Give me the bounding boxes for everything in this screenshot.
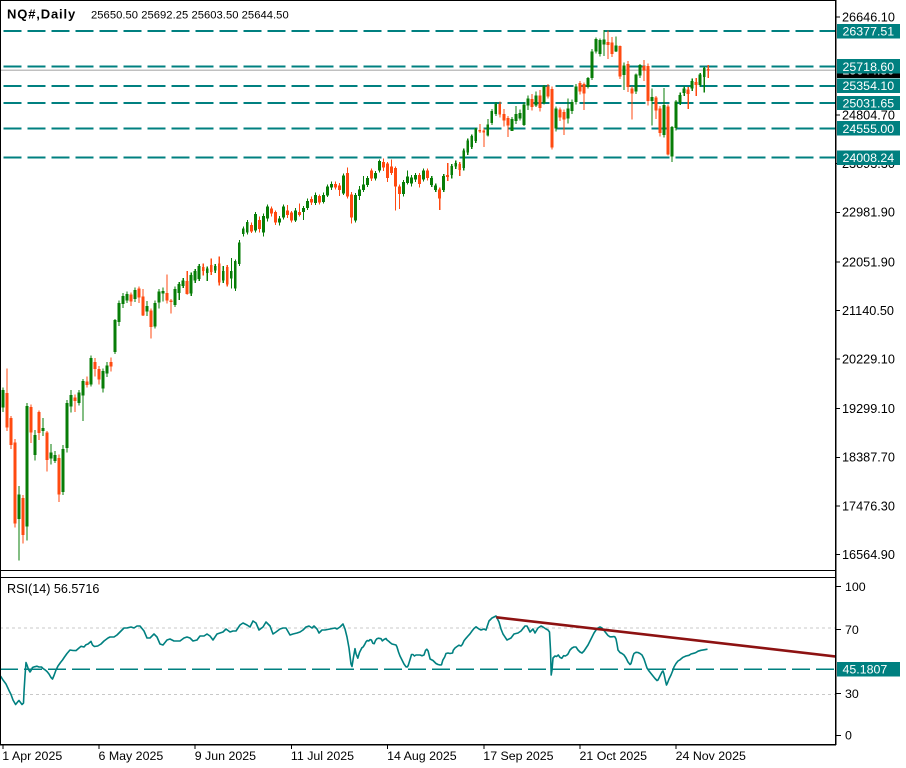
svg-text:20229.10: 20229.10	[842, 353, 895, 367]
svg-text:1 Apr 2025: 1 Apr 2025	[2, 749, 62, 763]
svg-text:19299.10: 19299.10	[842, 402, 895, 416]
svg-text:24 Nov 2025: 24 Nov 2025	[676, 749, 746, 763]
svg-text:45.1807: 45.1807	[843, 663, 888, 677]
svg-text:24804.70: 24804.70	[842, 109, 895, 123]
svg-text:6 May 2025: 6 May 2025	[99, 749, 164, 763]
svg-text:24555.00: 24555.00	[843, 122, 895, 136]
svg-text:17 Sep 2025: 17 Sep 2025	[483, 749, 553, 763]
svg-text:100: 100	[845, 580, 866, 594]
svg-text:11 Jul 2025: 11 Jul 2025	[291, 749, 354, 763]
svg-text:14 Aug 2025: 14 Aug 2025	[387, 749, 457, 763]
svg-text:25718.60: 25718.60	[843, 60, 895, 74]
svg-text:21140.50: 21140.50	[842, 304, 894, 318]
svg-text:25031.65: 25031.65	[843, 96, 895, 110]
svg-text:17476.30: 17476.30	[842, 499, 895, 513]
svg-text:25354.10: 25354.10	[843, 79, 895, 93]
svg-text:26646.10: 26646.10	[842, 10, 895, 24]
svg-text:26377.51: 26377.51	[843, 25, 895, 39]
svg-text:25650.50 25692.25 25603.50 256: 25650.50 25692.25 25603.50 25644.50	[91, 9, 289, 21]
svg-text:9 Jun 2025: 9 Jun 2025	[195, 749, 256, 763]
svg-text:30: 30	[845, 687, 859, 701]
svg-text:16564.90: 16564.90	[842, 548, 895, 562]
svg-text:18387.70: 18387.70	[842, 451, 895, 465]
svg-text:0: 0	[845, 729, 852, 743]
svg-text:22981.90: 22981.90	[842, 206, 895, 220]
svg-text:24008.24: 24008.24	[843, 151, 895, 165]
svg-text:70: 70	[845, 623, 859, 637]
svg-text:21 Oct 2025: 21 Oct 2025	[580, 749, 648, 763]
svg-text:NQ#,Daily: NQ#,Daily	[7, 6, 76, 21]
svg-text:22051.90: 22051.90	[842, 255, 895, 269]
svg-text:RSI(14) 56.5716: RSI(14) 56.5716	[7, 582, 99, 596]
